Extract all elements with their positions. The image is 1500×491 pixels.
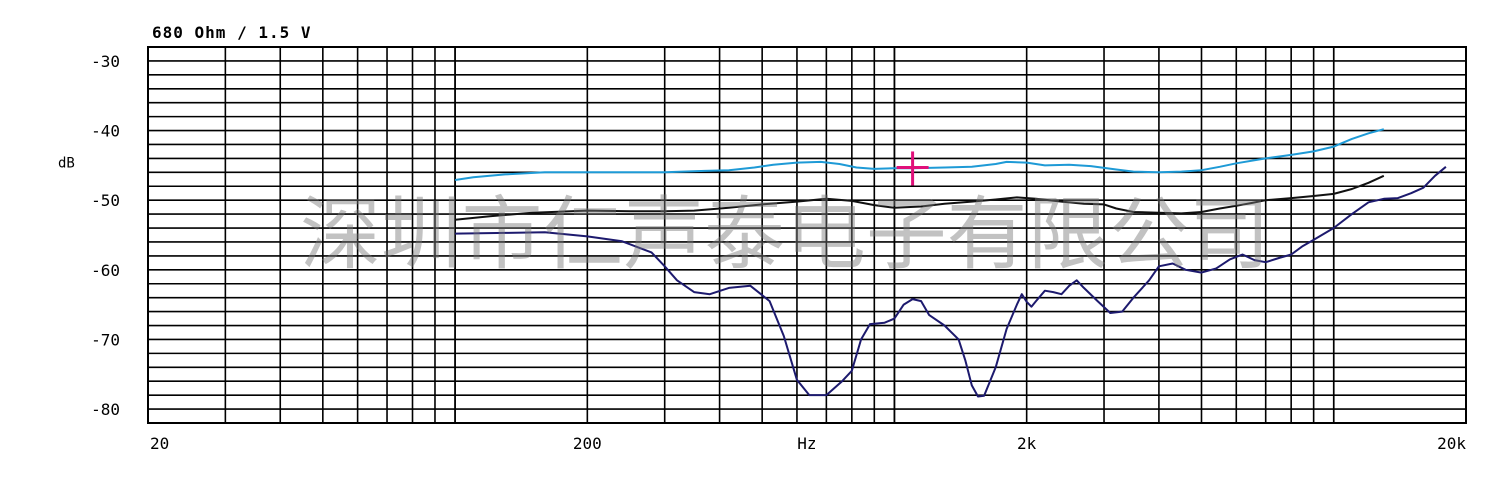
x-tick-label: 20 [150,434,169,453]
crosshair-cursor[interactable] [896,151,929,186]
y-tick-label: -80 [91,400,120,419]
chart-grid [147,46,1467,424]
y-axis-tick-labels: -30 -40 -50 -60 -70 -80 [91,52,120,419]
company-watermark: 深圳市仁声泰电子有限公司 [300,188,1270,281]
x-axis-tick-labels: 20 200 2k 20k [150,434,1466,453]
series-line-2 [454,174,1385,221]
y-axis-label: dB [58,155,75,171]
y-tick-label: -60 [91,261,120,280]
series-line-3 [455,166,1447,398]
chart-title: 680 Ohm / 1.5 V [152,23,312,42]
y-tick-label: -40 [91,122,120,141]
x-tick-label: 200 [573,434,602,453]
y-tick-label: -70 [91,330,120,349]
x-tick-label: 2k [1017,434,1037,453]
series-line-1 [454,128,1385,181]
series-lines [454,128,1447,398]
x-axis-label: Hz [797,434,816,453]
plot-frame [147,46,1467,424]
y-tick-label: -50 [91,191,120,210]
y-tick-label: -30 [91,52,120,71]
x-tick-label: 20k [1437,434,1466,453]
